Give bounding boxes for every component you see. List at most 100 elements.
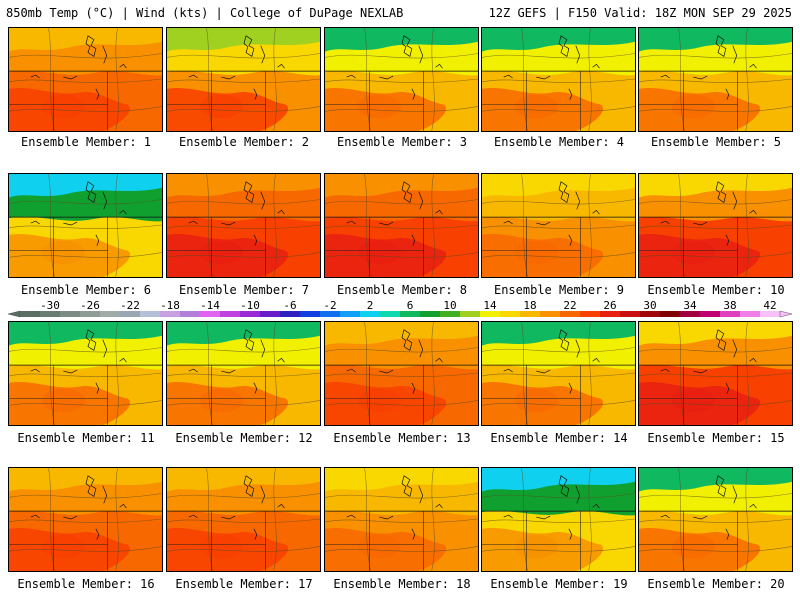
- colorbar-bin: [680, 311, 701, 317]
- colorbar-bin: [480, 311, 501, 317]
- colorbar-max-arrow: [779, 310, 792, 318]
- ensemble-member-label: Ensemble Member: 5: [650, 135, 782, 149]
- ensemble-member-label: Ensemble Member: 18: [333, 577, 471, 591]
- ensemble-member-label: Ensemble Member: 6: [20, 283, 152, 297]
- colorbar-tick-label: -18: [160, 300, 180, 312]
- ensemble-member-label: Ensemble Member: 20: [647, 577, 785, 591]
- ensemble-member-label: Ensemble Member: 4: [493, 135, 625, 149]
- ensemble-panel-11[interactable]: [8, 321, 163, 426]
- colorbar-bin: [320, 311, 341, 317]
- colorbar-tick-label: 42: [763, 300, 776, 312]
- colorbar-tick-label: -2: [323, 300, 336, 312]
- colorbar-bin: [220, 311, 241, 317]
- ensemble-panel-7[interactable]: [166, 173, 321, 278]
- colorbar-bin: [740, 311, 761, 317]
- ensemble-member-label: Ensemble Member: 13: [333, 431, 471, 445]
- colorbar-bin: [460, 311, 481, 317]
- ensemble-panel-8[interactable]: [324, 173, 479, 278]
- ensemble-panel-14[interactable]: [481, 321, 636, 426]
- ensemble-member-label: Ensemble Member: 7: [178, 283, 310, 297]
- ensemble-member-label: Ensemble Member: 10: [647, 283, 785, 297]
- ensemble-panel-1[interactable]: [8, 27, 163, 132]
- ensemble-member-label: Ensemble Member: 9: [493, 283, 625, 297]
- colorbar-tick-label: -30: [40, 300, 60, 312]
- colorbar-min-arrow: [8, 310, 21, 318]
- colorbar-tick-label: -6: [283, 300, 296, 312]
- colorbar-tick-label: -10: [240, 300, 260, 312]
- colorbar-bin: [400, 311, 421, 317]
- colorbar-bin: [140, 311, 161, 317]
- colorbar-tick-label: 30: [643, 300, 656, 312]
- colorbar-bin: [360, 311, 381, 317]
- colorbar-bin: [40, 311, 61, 317]
- colorbar-bin: [700, 311, 721, 317]
- ensemble-panel-16[interactable]: [8, 467, 163, 572]
- ensemble-member-label: Ensemble Member: 8: [336, 283, 468, 297]
- ensemble-member-label: Ensemble Member: 16: [17, 577, 155, 591]
- ensemble-panel-20[interactable]: [638, 467, 793, 572]
- colorbar-bin: [600, 311, 621, 317]
- colorbar-tick-label: 6: [407, 300, 414, 312]
- colorbar-tick-label: 18: [523, 300, 536, 312]
- colorbar-bin: [420, 311, 441, 317]
- ensemble-member-label: Ensemble Member: 15: [647, 431, 785, 445]
- colorbar-tick-label: 26: [603, 300, 616, 312]
- ensemble-member-label: Ensemble Member: 12: [175, 431, 313, 445]
- colorbar-tick-label: -22: [120, 300, 140, 312]
- colorbar-bin: [580, 311, 601, 317]
- ensemble-member-label: Ensemble Member: 17: [175, 577, 313, 591]
- colorbar-tick-label: 14: [483, 300, 497, 312]
- colorbar-bin: [520, 311, 541, 317]
- colorbar-bin: [260, 311, 281, 317]
- colorbar-bin: [640, 311, 661, 317]
- colorbar-bin: [60, 311, 81, 317]
- ensemble-member-label: Ensemble Member: 1: [20, 135, 152, 149]
- colorbar-bin: [380, 311, 401, 317]
- ensemble-panel-10[interactable]: [638, 173, 793, 278]
- ensemble-panel-9[interactable]: [481, 173, 636, 278]
- ensemble-member-label: Ensemble Member: 19: [490, 577, 628, 591]
- colorbar-bin: [200, 311, 221, 317]
- ensemble-panel-18[interactable]: [324, 467, 479, 572]
- ensemble-panel-5[interactable]: [638, 27, 793, 132]
- ensemble-panel-13[interactable]: [324, 321, 479, 426]
- colorbar-bin: [240, 311, 261, 317]
- colorbar-tick-label: 2: [367, 300, 374, 312]
- colorbar-bin: [280, 311, 301, 317]
- map-title: 850mb Temp (°C) | Wind (kts) | College o…: [6, 6, 404, 20]
- ensemble-panel-17[interactable]: [166, 467, 321, 572]
- ensemble-panel-4[interactable]: [481, 27, 636, 132]
- ensemble-panel-6[interactable]: [8, 173, 163, 278]
- ensemble-member-label: Ensemble Member: 3: [336, 135, 468, 149]
- colorbar-tick-label: -26: [80, 300, 100, 312]
- colorbar-tick-label: 22: [563, 300, 576, 312]
- colorbar-bin: [540, 311, 561, 317]
- colorbar-bin: [100, 311, 121, 317]
- ensemble-member-label: Ensemble Member: 2: [178, 135, 310, 149]
- ensemble-panel-3[interactable]: [324, 27, 479, 132]
- colorbar-tick-label: 38: [723, 300, 736, 312]
- ensemble-member-label: Ensemble Member: 14: [490, 431, 628, 445]
- colorbar-bin: [160, 311, 181, 317]
- colorbar-bin: [560, 311, 581, 317]
- colorbar-tick-label: 34: [683, 300, 697, 312]
- model-run-info: 12Z GEFS | F150 Valid: 18Z MON SEP 29 20…: [488, 6, 792, 20]
- temperature-colorbar: -30 -26 -22 -18 -14 -10 -6 -2 2 6 10 14 18 22 26 30 34 38…: [8, 300, 792, 318]
- colorbar-bin: [120, 311, 141, 317]
- ensemble-member-label: Ensemble Member: 11: [17, 431, 155, 445]
- ensemble-panel-15[interactable]: [638, 321, 793, 426]
- colorbar-tick-label: -14: [200, 300, 220, 312]
- colorbar-bin: [620, 311, 641, 317]
- colorbar-bin: [660, 311, 681, 317]
- colorbar-bin: [180, 311, 201, 317]
- colorbar-bin: [20, 311, 41, 317]
- colorbar-bin: [340, 311, 361, 317]
- colorbar-bin: [440, 311, 461, 317]
- colorbar-bin: [760, 311, 781, 317]
- ensemble-panel-19[interactable]: [481, 467, 636, 572]
- ensemble-panel-2[interactable]: [166, 27, 321, 132]
- colorbar-bin: [300, 311, 321, 317]
- colorbar-bin: [500, 311, 521, 317]
- colorbar-tick-label: 10: [443, 300, 456, 312]
- ensemble-panel-12[interactable]: [166, 321, 321, 426]
